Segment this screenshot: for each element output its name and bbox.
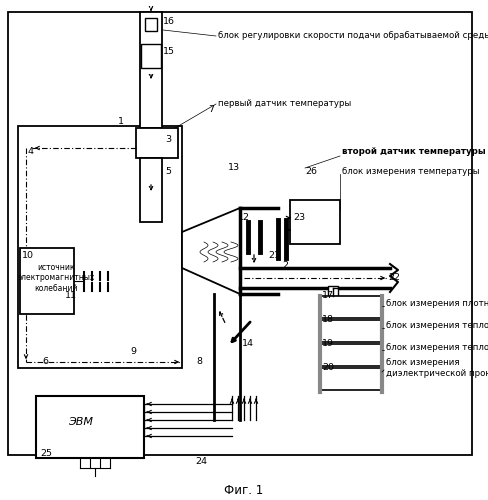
Text: первый датчик температуры: первый датчик температуры xyxy=(218,100,350,108)
Text: 1: 1 xyxy=(118,118,124,126)
Text: 10: 10 xyxy=(22,252,34,260)
Text: 25: 25 xyxy=(40,450,52,458)
Text: блок измерения теплоемкости: блок измерения теплоемкости xyxy=(385,322,488,330)
Bar xyxy=(36,396,143,458)
Text: 14: 14 xyxy=(242,340,253,348)
Text: 4: 4 xyxy=(28,148,34,156)
Text: 6: 6 xyxy=(42,358,48,366)
Text: 18: 18 xyxy=(321,316,333,324)
Text: 24: 24 xyxy=(195,458,206,466)
Bar xyxy=(319,368,381,390)
Text: 16: 16 xyxy=(163,18,175,26)
Bar xyxy=(319,296,381,318)
Bar xyxy=(145,18,157,31)
Bar xyxy=(136,128,178,158)
Bar xyxy=(18,126,182,368)
Text: Фиг. 1: Фиг. 1 xyxy=(224,484,263,496)
Text: 5: 5 xyxy=(164,168,171,176)
Bar xyxy=(140,12,162,128)
Text: ЭВМ: ЭВМ xyxy=(68,417,93,427)
Text: 9: 9 xyxy=(130,348,136,356)
Text: 13: 13 xyxy=(227,164,240,172)
Text: блок измерения теплопроводности: блок измерения теплопроводности xyxy=(385,344,488,352)
Polygon shape xyxy=(182,208,240,294)
Bar xyxy=(140,158,162,222)
Bar xyxy=(319,320,381,342)
Text: блок измерения
диэлектрической проницаемости: блок измерения диэлектрической проницаем… xyxy=(385,358,488,378)
Text: 19: 19 xyxy=(321,340,333,348)
Text: блок регулировки скорости подачи обрабатываемой среды: блок регулировки скорости подачи обрабат… xyxy=(218,32,488,40)
Text: 7: 7 xyxy=(207,106,214,114)
Bar xyxy=(141,44,161,68)
Bar xyxy=(20,248,74,314)
Text: 11: 11 xyxy=(65,290,77,300)
Text: 23: 23 xyxy=(292,212,305,222)
Text: 22: 22 xyxy=(387,274,399,282)
Bar xyxy=(8,12,471,455)
Text: блок измерения температуры: блок измерения температуры xyxy=(341,168,479,176)
Bar xyxy=(289,200,339,244)
Text: блок измерения плотности: блок измерения плотности xyxy=(385,300,488,308)
Text: 20: 20 xyxy=(321,364,333,372)
Text: 15: 15 xyxy=(163,48,175,56)
Text: 3: 3 xyxy=(164,136,171,144)
Text: 17: 17 xyxy=(321,292,333,300)
Text: второй датчик температуры: второй датчик температуры xyxy=(341,148,485,156)
Text: 12: 12 xyxy=(238,214,249,222)
Text: 2: 2 xyxy=(282,262,287,270)
Bar xyxy=(319,344,381,366)
Text: источник
электромагнитных
колебаний: источник электромагнитных колебаний xyxy=(17,263,95,293)
Text: 21: 21 xyxy=(267,252,280,260)
Text: 8: 8 xyxy=(196,358,202,366)
Text: 26: 26 xyxy=(305,168,316,176)
Bar xyxy=(327,286,337,296)
